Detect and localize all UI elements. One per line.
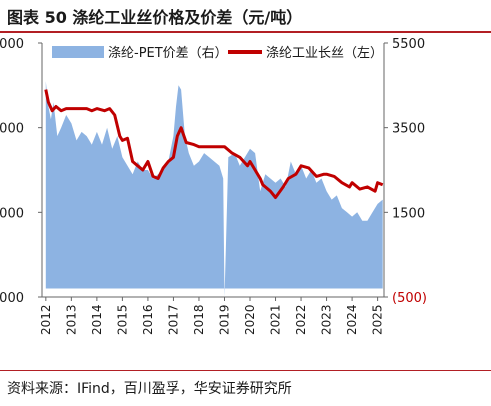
x-tick-label: 2015 (115, 304, 129, 335)
x-tick-label: 2025 (371, 304, 385, 335)
footer-divider (0, 370, 491, 371)
axes-layer: 5500 3500 1500 (500) 000 000 000 000 2012 2013 201… (0, 37, 427, 335)
chart-canvas: 5500 3500 1500 (500) 000 000 000 000 2012 2013 201… (0, 37, 427, 335)
source-note: 资料来源：IFind，百川盈孚，华安证券研究所 (7, 381, 292, 397)
x-tick-label: 2021 (269, 304, 283, 335)
x-tick-label: 2017 (166, 304, 180, 335)
x-tick-label: 2023 (320, 304, 334, 335)
chart-title: 图表 50 涤纶工业丝价格及价差（元/吨） (7, 8, 303, 27)
right-tick-label: 1500 (392, 206, 425, 221)
series-line-price (44, 89, 384, 199)
x-tick-label: 2022 (294, 304, 308, 335)
x-tick-label: 2016 (141, 304, 155, 335)
legend-label-spread: 涤纶-PET价差（右） (108, 46, 228, 61)
series-area-spread (45, 81, 383, 297)
legend-swatch-area (52, 46, 104, 58)
left-tick-label: 000 (0, 206, 24, 221)
price-line-layer (44, 89, 384, 199)
x-tick-label: 2024 (345, 304, 359, 335)
left-tick-label: 000 (0, 37, 24, 52)
x-tick-label: 2014 (90, 304, 104, 335)
title-divider (0, 31, 491, 33)
right-tick-label: (500) (392, 291, 427, 306)
x-tick-label: 2019 (217, 304, 231, 335)
left-tick-label: 000 (0, 291, 24, 306)
legend-label-price: 涤纶工业长丝（左） (266, 46, 383, 61)
x-tick-label: 2013 (64, 304, 78, 335)
x-tick-label: 2012 (39, 304, 53, 335)
x-tick-label: 2018 (192, 304, 206, 335)
left-tick-label: 000 (0, 122, 24, 137)
x-tick-label: 2020 (243, 304, 257, 335)
spread-area-layer (45, 81, 383, 297)
legend: 涤纶-PET价差（右） 涤纶工业长丝（左） (52, 46, 383, 61)
right-tick-label: 3500 (392, 122, 425, 137)
right-tick-label: 5500 (392, 37, 425, 52)
